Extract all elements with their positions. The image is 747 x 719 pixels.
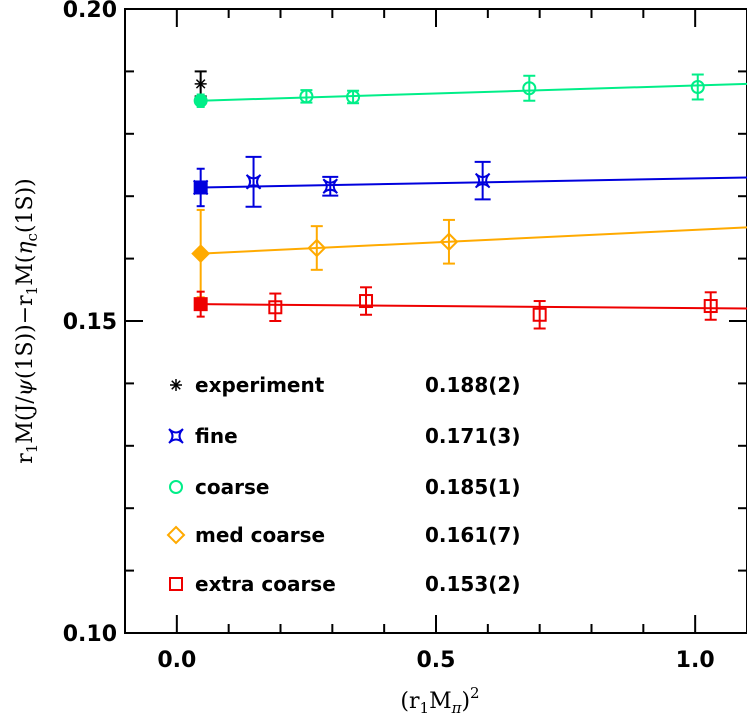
legend-value: 0.185(1) [425,475,520,499]
marker-diamond [439,232,459,252]
fit-lines [200,82,747,310]
data-point [268,300,283,315]
extrapolated-point [193,93,208,108]
legend-marker [169,480,183,494]
marker-circle [346,89,361,104]
legend-item: extra coarse 0.153(2) [169,572,520,596]
marker-ray [175,380,181,386]
fit-line [200,176,747,189]
data-point-error [442,218,455,265]
legend-value: 0.188(2) [425,373,520,397]
data-point-error [269,292,282,322]
legend-label: med coarse [195,523,325,547]
data-point-error [523,74,536,102]
marker-diamond [166,525,186,545]
data-point [299,89,314,104]
marker-circle [169,480,183,494]
fit-line [200,303,747,310]
data-points [191,70,718,330]
data-point [439,232,459,252]
extrapolated-point [191,244,211,264]
x-tick-label: 0.5 [417,648,456,673]
legend: experiment 0.188(2) fine 0.171(3) coarse 0.18… [166,373,520,596]
legend-value: 0.161(7) [425,523,520,547]
data-point-error [533,300,546,330]
legend-marker [168,428,184,444]
marker-diamond [307,238,327,258]
marker-square [193,297,208,312]
marker-cross-box [322,178,338,194]
data-point-error [310,225,323,271]
legend-item: fine 0.171(3) [168,424,520,448]
legend-item: coarse 0.185(1) [169,475,520,499]
data-point [690,80,705,94]
marker-square [532,307,547,322]
legend-label: fine [195,424,238,448]
extrapolated-point [193,297,208,312]
legend-marker [166,525,186,545]
legend-item: experiment 0.188(2) [170,373,520,397]
legend-item: med coarse 0.161(7) [166,523,520,547]
x-tick-label: 0.0 [157,648,196,673]
data-point [307,238,327,258]
fit-line [200,226,747,255]
y-tick-label: 0.10 [63,622,117,647]
data-point [532,307,547,322]
y-tick-label: 0.15 [63,310,117,335]
legend-marker [169,577,183,591]
y-tick-label: 0.20 [63,0,117,23]
marker-circle [193,93,208,108]
marker-cross-box [168,428,184,444]
legend-marker [170,379,182,391]
marker-cross-box [474,172,491,189]
marker-circle [522,81,537,96]
data-point [522,81,537,96]
data-point-error [245,155,262,208]
data-point-error [691,73,704,101]
data-point [346,89,361,104]
data-point-error [704,291,717,321]
data-point-error [322,175,339,197]
fit-line [200,82,747,102]
marker-diamond [191,244,211,264]
marker-square [703,299,718,314]
data-point-error [360,286,373,316]
data-point-error [474,160,491,201]
extrapolated-point [192,179,209,196]
axis-ticks: 0.0 0.5 1.0 0.10 0.15 0.20 [63,0,747,673]
marker-square [359,294,374,309]
marker-square [268,300,283,315]
data-point [322,178,338,194]
x-tick-label: 1.0 [676,648,715,673]
marker-circle [299,89,314,104]
legend-value: 0.153(2) [425,572,520,596]
legend-label: experiment [195,373,325,397]
marker-circle [690,80,705,94]
legend-label: extra coarse [195,572,336,596]
data-point [359,294,374,309]
marker-square [169,577,183,591]
data-point [703,299,718,314]
legend-label: coarse [195,475,269,499]
legend-value: 0.171(3) [425,424,520,448]
y-axis-label: r1M(J/ψ(1S))−r1M(ηc(1S)) [13,178,41,464]
x-axis-label: (r1Mπ)2 [400,684,479,717]
data-point [474,172,491,189]
